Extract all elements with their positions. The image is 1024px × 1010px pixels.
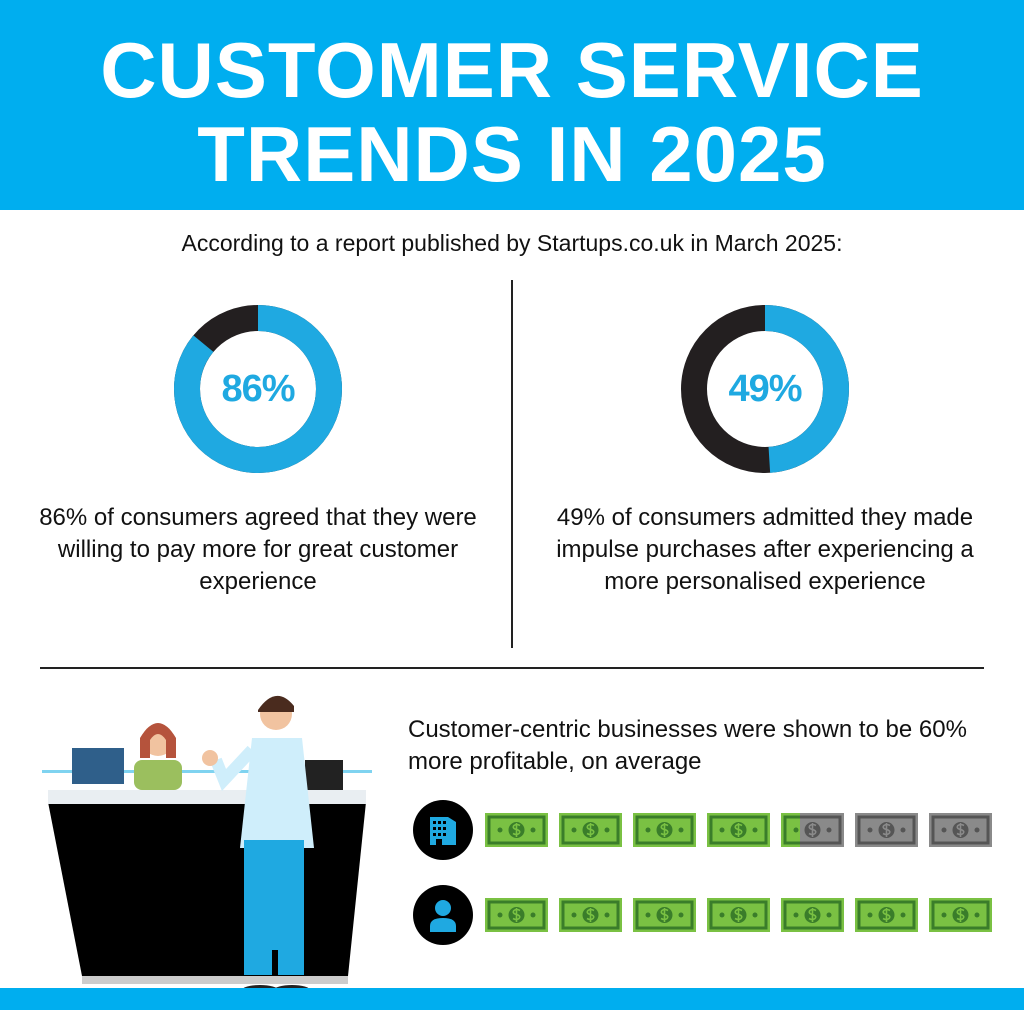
money-bill-icon (781, 813, 844, 847)
money-bill-icon (707, 813, 770, 847)
money-bill-icon (633, 898, 696, 932)
money-bill-icon (559, 813, 622, 847)
donut-chart-86: 86% (173, 304, 343, 474)
donut-label: 86% (221, 368, 295, 410)
page-title: CUSTOMER SERVICE TRENDS IN 2025 (0, 0, 1024, 196)
donut-label: 49% (728, 368, 802, 410)
business-bills (485, 813, 992, 847)
title-line-2: TRENDS IN 2025 (197, 110, 827, 198)
money-bill-icon (855, 898, 918, 932)
header-banner: CUSTOMER SERVICE TRENDS IN 2025 (0, 0, 1024, 210)
consumer-row (413, 885, 992, 945)
title-line-1: CUSTOMER SERVICE (100, 26, 924, 114)
consumer-bills (485, 898, 992, 932)
money-bill-icon (707, 898, 770, 932)
person-icon (413, 885, 473, 945)
money-bill-icon (855, 813, 918, 847)
money-bill-icon (929, 813, 992, 847)
subtitle: According to a report published by Start… (181, 230, 843, 256)
vertical-divider (511, 280, 513, 648)
stat-description-1: 86% of consumers agreed that they were w… (39, 504, 477, 595)
donut-value-segment (174, 305, 342, 473)
donut-value-segment (681, 305, 849, 473)
money-bill-icon (485, 813, 548, 847)
money-bill-icon (485, 898, 548, 932)
footer-bar (0, 988, 1024, 1010)
customer-service-desk-illustration (42, 695, 372, 990)
money-bill-icon (929, 898, 992, 932)
horizontal-divider (40, 667, 984, 669)
profit-statement: Customer-centric businesses were shown t… (408, 716, 967, 775)
donut-chart-49: 49% (680, 304, 850, 474)
building-icon (413, 800, 473, 860)
money-bill-icon (559, 898, 622, 932)
business-row (413, 800, 992, 860)
stat-description-2: 49% of consumers admitted they made impu… (556, 504, 974, 595)
money-bill-icon (781, 898, 844, 932)
money-bill-icon (633, 813, 696, 847)
